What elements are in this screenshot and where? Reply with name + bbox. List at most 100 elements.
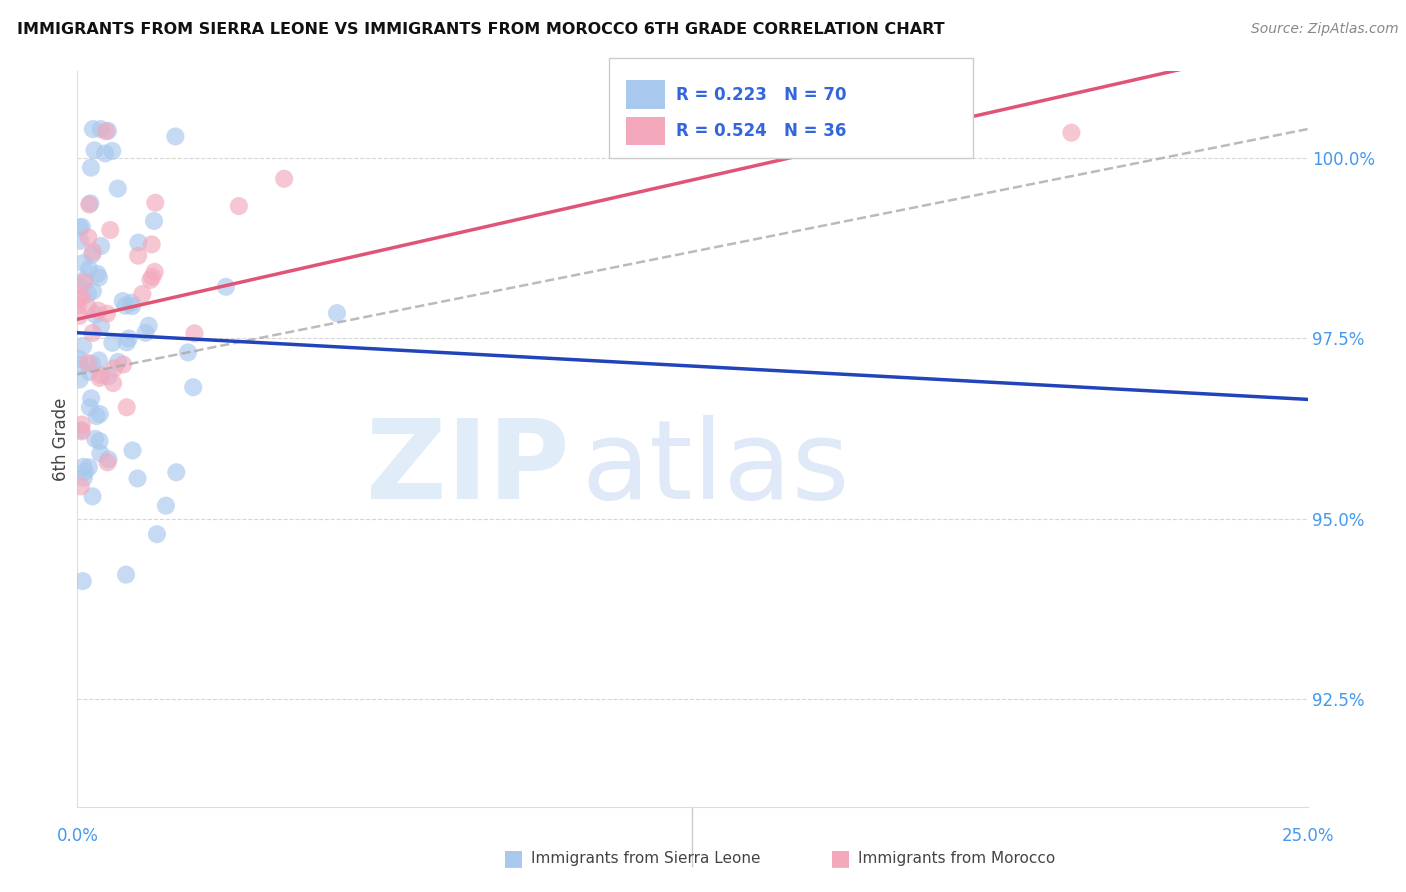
Point [86,409,108,423]
Point [228,199,250,213]
Point [138,318,160,333]
Text: IMMIGRANTS FROM SIERRA LEONE VS IMMIGRANTS FROM MOROCCO 6TH GRADE CORRELATION CH: IMMIGRANTS FROM SIERRA LEONE VS IMMIGRAN… [17,22,945,37]
Point [77,197,100,211]
Point [143,195,166,210]
Point [215,280,238,294]
Text: Immigrants from Sierra Leone: Immigrants from Sierra Leone [531,851,761,865]
Point [103,361,125,376]
Point [80,357,103,371]
Point [98,223,121,237]
Point [77,460,100,475]
Point [82,244,104,259]
Point [89,434,111,448]
Point [96,455,118,469]
Point [273,171,295,186]
Text: R = 0.223   N = 70: R = 0.223 N = 70 [676,86,846,103]
Point [134,326,156,340]
Point [111,294,134,309]
Point [143,214,166,228]
Point [77,300,100,314]
Point [89,407,111,421]
Point [87,303,110,318]
Point [181,380,204,394]
Point [66,299,89,313]
Point [121,299,143,313]
Point [101,144,124,158]
Point [107,181,129,195]
Point [89,371,111,385]
Text: Immigrants from Morocco: Immigrants from Morocco [858,851,1054,865]
Point [118,331,141,345]
Text: atlas: atlas [582,416,851,522]
Point [112,358,135,372]
Point [77,286,100,301]
Point [73,273,96,287]
Point [70,423,93,437]
Point [70,417,93,432]
Point [87,270,110,285]
Point [83,144,105,158]
Text: ■: ■ [503,848,523,868]
Point [80,161,103,175]
Point [131,287,153,301]
Point [101,376,124,391]
Point [97,452,120,467]
Point [69,372,91,386]
Point [79,196,101,211]
Point [97,369,120,384]
Text: ZIP: ZIP [366,416,569,522]
Point [72,459,94,474]
Point [97,124,120,138]
Point [73,471,96,485]
Point [76,356,98,370]
Text: ■: ■ [831,848,851,868]
Point [69,220,91,235]
Point [127,471,149,485]
Point [86,267,108,281]
Point [165,465,187,479]
Text: 25.0%: 25.0% [1281,827,1334,845]
Point [107,355,129,369]
Point [121,443,143,458]
Point [101,335,124,350]
Point [120,295,142,310]
Point [69,309,91,323]
Point [114,299,136,313]
Point [82,489,104,503]
Point [90,122,112,136]
Point [82,284,104,298]
Point [115,335,138,350]
Point [70,425,93,439]
Point [94,124,117,138]
Point [155,499,177,513]
Point [70,290,93,304]
Point [72,339,94,353]
Point [94,146,117,161]
Point [67,351,90,366]
Point [89,446,111,460]
Point [72,574,94,588]
Point [326,306,349,320]
Point [73,275,96,289]
Point [73,465,96,479]
Point [70,219,93,234]
Point [82,326,104,340]
Point [146,527,169,541]
Point [90,319,112,334]
Point [115,567,138,582]
Point [77,230,100,244]
Point [127,249,149,263]
Point [84,308,107,322]
Point [72,256,94,270]
Point [177,345,200,359]
Text: 0.0%: 0.0% [56,827,98,845]
Point [80,248,103,262]
Point [67,278,90,293]
Point [67,357,90,371]
Point [69,234,91,248]
Point [143,265,166,279]
Point [141,269,163,284]
Point [165,129,187,144]
Text: Source: ZipAtlas.com: Source: ZipAtlas.com [1251,22,1399,37]
Point [141,237,163,252]
